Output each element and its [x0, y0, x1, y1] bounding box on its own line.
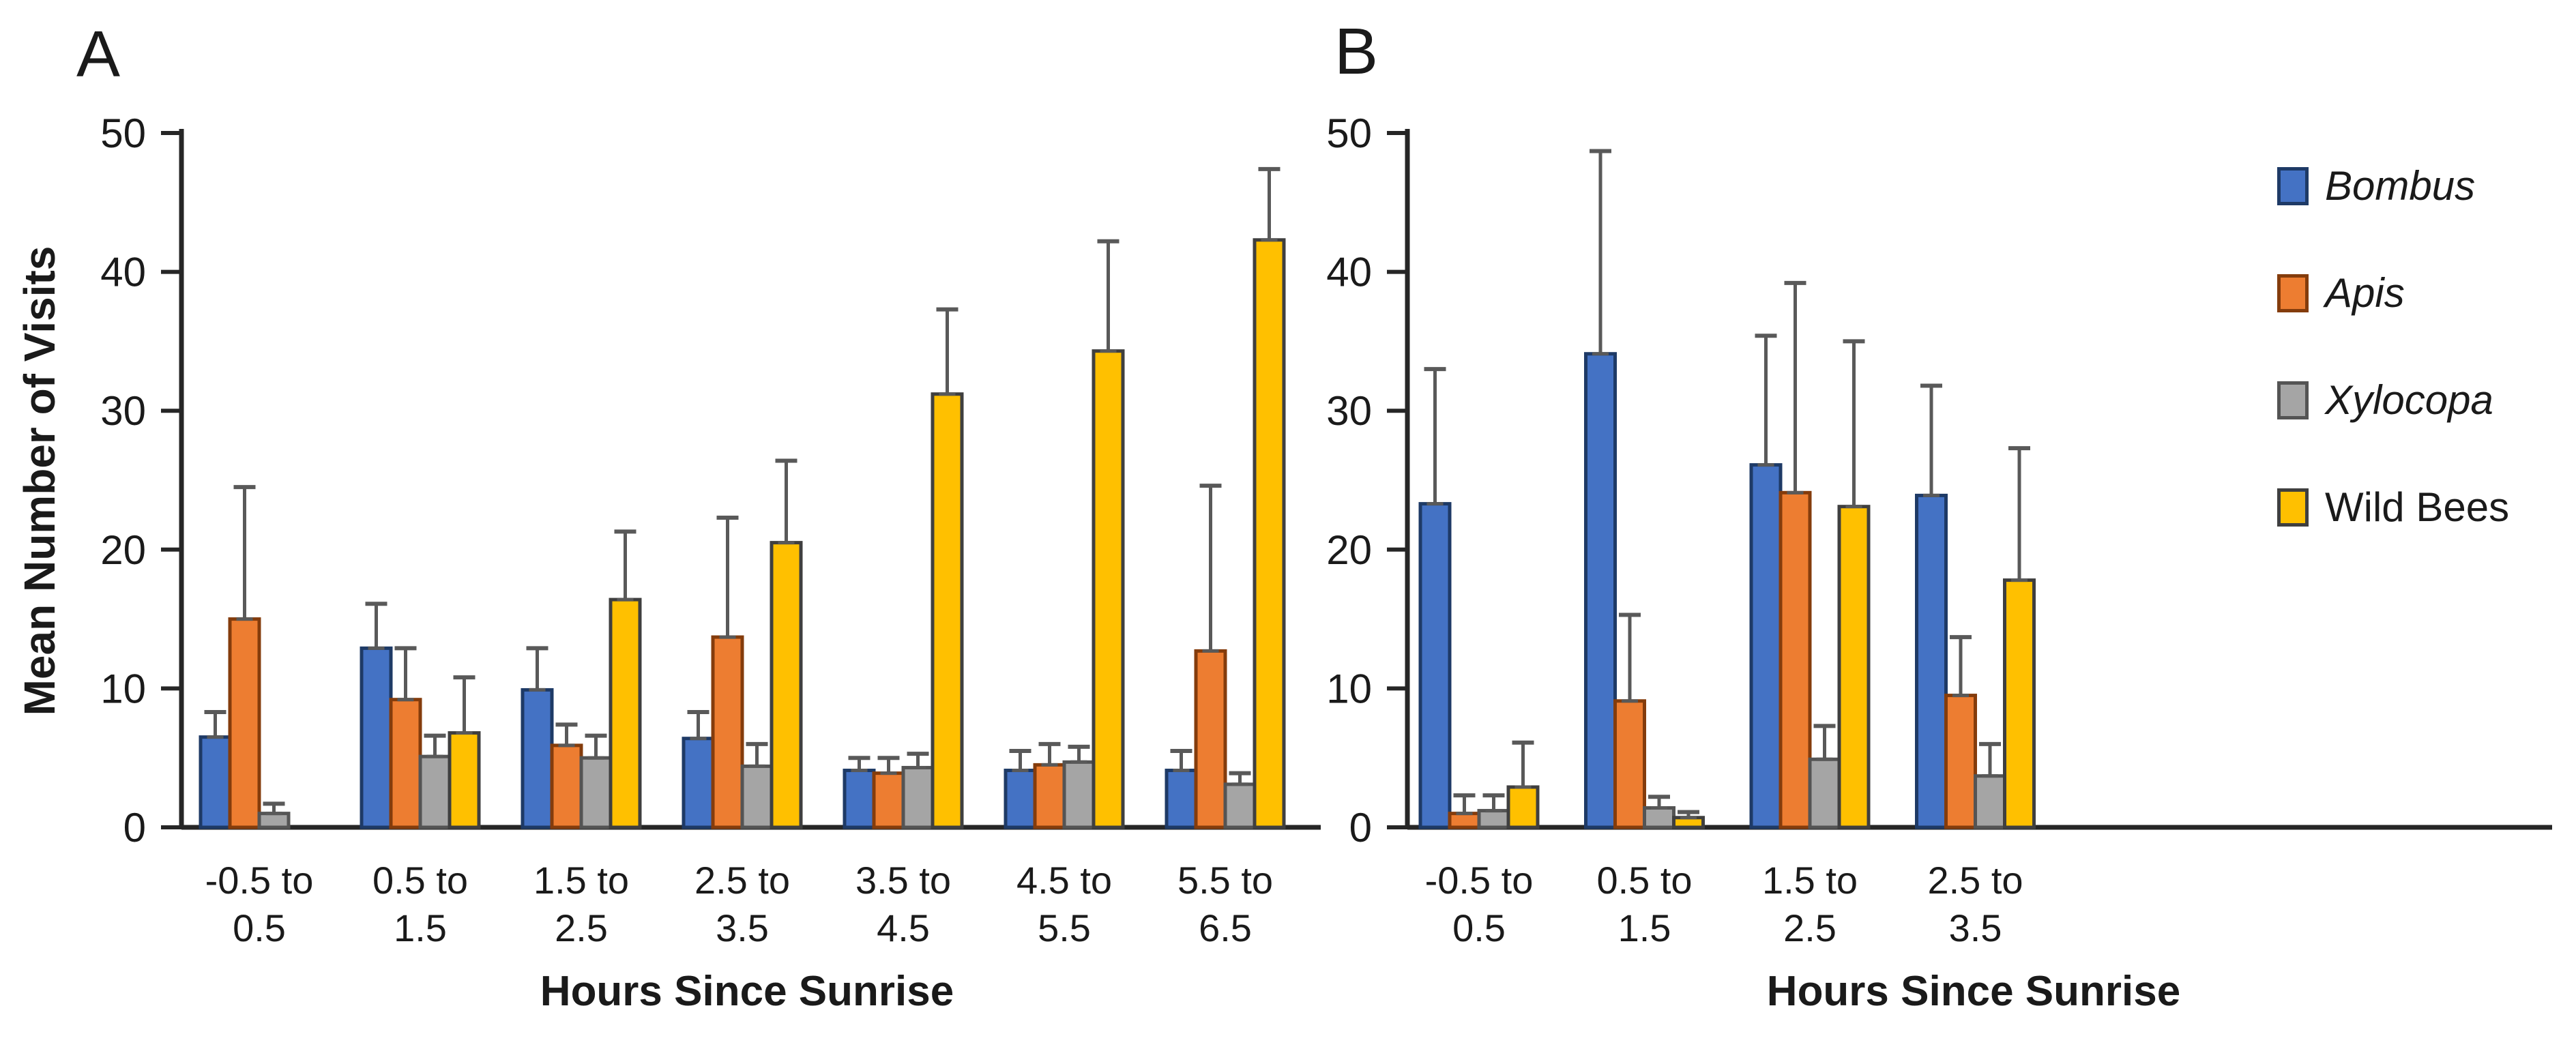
- x-category-label: 3.5: [716, 906, 769, 949]
- bar-xylocopa: [1643, 806, 1675, 829]
- bar-apis: [1613, 699, 1646, 829]
- x-category-label: 4.5: [877, 906, 930, 949]
- bar-xylocopa: [257, 812, 291, 829]
- y-tick-label: 20: [100, 527, 146, 573]
- legend-label: Apis: [2325, 270, 2405, 316]
- panel-b-letter: B: [1334, 15, 1379, 88]
- legend-item-bombus: Bombus: [2277, 162, 2509, 209]
- bar-bombus: [1165, 769, 1198, 829]
- legend-item-apis: Apis: [2277, 269, 2509, 316]
- bar-bombus: [199, 735, 232, 829]
- bar-apis: [711, 635, 744, 829]
- x-axis-title-panel-a: Hours Since Sunrise: [540, 968, 954, 1015]
- bar-xylocopa: [418, 754, 452, 829]
- x-axis-title-panel-b: Hours Since Sunrise: [1766, 968, 2181, 1015]
- x-category-label: 5.5 to: [1177, 859, 1273, 902]
- bar-apis: [872, 771, 905, 829]
- bar-wild-bees: [1506, 785, 1540, 829]
- y-tick-label: 50: [100, 110, 146, 156]
- bar-bombus: [843, 769, 876, 829]
- y-tick-label: 50: [1326, 110, 1372, 156]
- bar-xylocopa: [1062, 760, 1096, 829]
- xylocopa-swatch-icon: [2277, 381, 2309, 419]
- x-category-label: 3.5 to: [855, 859, 951, 902]
- bar-xylocopa: [1223, 782, 1257, 829]
- y-tick-label: 30: [1326, 388, 1372, 434]
- x-category-label: 3.5: [1949, 906, 2002, 949]
- y-tick-label: 0: [1349, 805, 1372, 851]
- bar-wild-bees: [1092, 349, 1125, 829]
- x-category-label: 5.5: [1038, 906, 1091, 949]
- bar-apis: [1448, 812, 1481, 829]
- x-category-label: 1.5: [1618, 906, 1671, 949]
- x-category-label: 1.5 to: [533, 859, 629, 902]
- x-category-label: 0.5 to: [372, 859, 468, 902]
- x-category-label: 2.5 to: [694, 859, 790, 902]
- bar-apis: [550, 743, 583, 829]
- bombus-swatch-icon: [2277, 166, 2309, 205]
- bar-bombus: [1584, 352, 1617, 829]
- bar-bombus: [1004, 769, 1037, 829]
- bar-apis: [1779, 490, 1812, 829]
- bar-wild-bees: [448, 731, 481, 829]
- y-tick-label: 40: [100, 250, 146, 295]
- bar-apis: [389, 698, 422, 829]
- bar-wild-bees: [2003, 578, 2036, 829]
- bar-wild-bees: [1253, 238, 1286, 829]
- bar-wild-bees: [609, 597, 642, 829]
- bar-xylocopa: [1808, 757, 1841, 829]
- bar-wild-bees: [770, 541, 803, 829]
- bar-xylocopa: [1477, 809, 1510, 829]
- x-category-label: 2.5: [555, 906, 608, 949]
- x-category-label: 0.5 to: [1596, 859, 1692, 902]
- x-category-label: 2.5: [1783, 906, 1836, 949]
- legend: Bombus Apis Xylocopa Wild Bees: [2277, 162, 2509, 531]
- bar-xylocopa: [901, 765, 935, 829]
- legend-item-xylocopa: Xylocopa: [2277, 376, 2509, 424]
- y-tick-label: 40: [1326, 250, 1372, 295]
- x-category-label: 4.5 to: [1016, 859, 1112, 902]
- legend-label: Wild Bees: [2325, 484, 2510, 530]
- bar-bombus: [1749, 463, 1783, 829]
- legend-label: Xylocopa: [2325, 377, 2493, 423]
- legend-label: Bombus: [2325, 163, 2476, 209]
- bar-apis: [228, 617, 261, 829]
- bar-wild-bees: [931, 392, 964, 829]
- x-category-label: 6.5: [1199, 906, 1252, 949]
- x-category-label: 1.5: [394, 906, 447, 949]
- x-category-label: -0.5 to: [1425, 859, 1534, 902]
- x-category-label: 0.5: [1452, 906, 1506, 949]
- bar-apis: [1194, 649, 1227, 829]
- y-tick-label: 10: [1326, 666, 1372, 711]
- bar-xylocopa: [740, 764, 774, 829]
- x-category-label: 1.5 to: [1762, 859, 1858, 902]
- legend-item-wild-bees: Wild Bees: [2277, 484, 2509, 531]
- x-category-label: -0.5 to: [205, 859, 314, 902]
- bar-bombus: [521, 688, 554, 829]
- bar-xylocopa: [1974, 774, 2006, 829]
- y-tick-label: 10: [100, 666, 146, 711]
- bar-apis: [1033, 763, 1066, 829]
- apis-swatch-icon: [2277, 274, 2309, 312]
- bar-bombus: [1418, 502, 1452, 829]
- x-category-label: 2.5 to: [1927, 859, 2023, 902]
- y-axis-title: Mean Number of Visits: [15, 246, 64, 716]
- bar-wild-bees: [1837, 505, 1871, 829]
- y-tick-label: 30: [100, 388, 146, 434]
- panel-a-letter: A: [76, 18, 121, 91]
- y-tick-label: 0: [123, 805, 146, 851]
- x-category-label: 0.5: [233, 906, 286, 949]
- y-tick-label: 20: [1326, 527, 1372, 573]
- wild-bees-swatch-icon: [2277, 488, 2309, 527]
- bar-bombus: [682, 737, 715, 829]
- bar-apis: [1944, 694, 1977, 829]
- bar-bombus: [360, 646, 393, 829]
- bar-xylocopa: [579, 756, 613, 829]
- bar-bombus: [1915, 493, 1948, 829]
